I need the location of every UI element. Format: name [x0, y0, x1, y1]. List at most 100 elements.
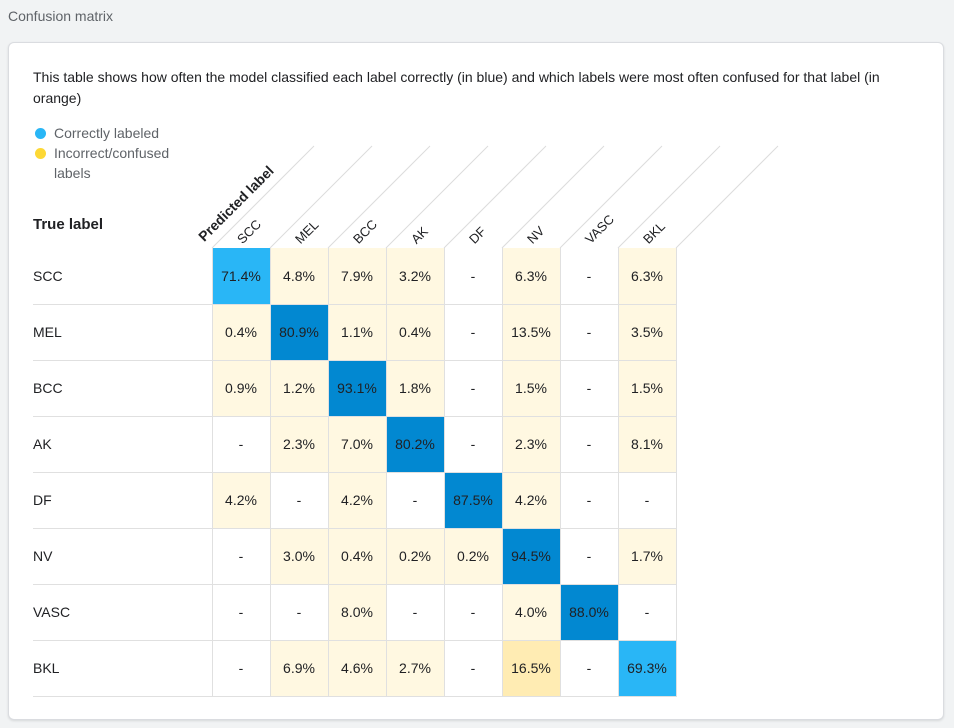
row-label: AK	[33, 416, 212, 473]
header-divider-line	[443, 145, 547, 249]
matrix-cell: 2.3%	[269, 416, 329, 473]
matrix-cell: -	[211, 416, 271, 473]
matrix-cell: 1.2%	[269, 360, 329, 417]
legend-correct-label: Correctly labeled	[54, 125, 160, 141]
matrix-cell: -	[385, 584, 445, 641]
header-divider-line	[269, 145, 373, 249]
matrix-cell: -	[443, 248, 503, 305]
row-label: VASC	[33, 584, 212, 641]
matrix-row: BCC 0.9% 1.2% 93.1% 1.8% -1.5% -1.5%	[33, 360, 677, 417]
matrix-cell: 69.3%	[617, 640, 677, 697]
matrix-cell: 4.6%	[327, 640, 387, 697]
matrix-cell: 94.5%	[501, 528, 561, 585]
row-label: NV	[33, 528, 212, 585]
matrix-cell: 0.2%	[443, 528, 503, 585]
matrix-cell: 7.9%	[327, 248, 387, 305]
yellow-dot-icon	[35, 148, 46, 159]
row-label: BCC	[33, 360, 212, 417]
matrix-row: BKL -6.9% 4.6% 2.7% -16.5% -69.3%	[33, 640, 677, 697]
matrix-cell: 8.1%	[617, 416, 677, 473]
matrix-cell: -	[559, 304, 619, 361]
matrix-row: AK -2.3% 7.0% 80.2% -2.3% -8.1%	[33, 416, 677, 473]
matrix-cell: 1.8%	[385, 360, 445, 417]
matrix-cell: 0.4%	[327, 528, 387, 585]
matrix-cell: 4.2%	[211, 472, 271, 529]
matrix-cell: 1.7%	[617, 528, 677, 585]
matrix-cell: -	[385, 472, 445, 529]
confusion-matrix-card: This table shows how often the model cla…	[8, 42, 944, 720]
matrix-cell: -	[443, 640, 503, 697]
matrix-cell: -	[269, 584, 329, 641]
matrix-row: SCC 71.4% 4.8% 7.9% 3.2% -6.3% -6.3%	[33, 248, 677, 305]
true-label-header: True label	[33, 216, 104, 233]
matrix-cell: 6.3%	[617, 248, 677, 305]
matrix-cell: -	[617, 472, 677, 529]
row-label: SCC	[33, 248, 212, 305]
confusion-matrix-table: SCC 71.4% 4.8% 7.9% 3.2% -6.3% -6.3% MEL 0.4% 80.…	[33, 248, 677, 697]
matrix-cell: 8.0%	[327, 584, 387, 641]
section-title: Confusion matrix	[8, 8, 114, 24]
header-divider-line	[501, 145, 605, 249]
matrix-cell: -	[559, 640, 619, 697]
blue-dot-icon	[35, 128, 46, 139]
matrix-cell: 2.3%	[501, 416, 561, 473]
matrix-cell: 6.9%	[269, 640, 329, 697]
matrix-cell: 4.0%	[501, 584, 561, 641]
matrix-cell: 88.0%	[559, 584, 619, 641]
matrix-cell: 4.2%	[501, 472, 561, 529]
matrix-cell: 80.2%	[385, 416, 445, 473]
legend-correct: Correctly labeled	[33, 123, 194, 143]
matrix-cell: 1.5%	[501, 360, 561, 417]
matrix-cell: -	[211, 528, 271, 585]
matrix-cell: -	[443, 360, 503, 417]
matrix-cell: -	[443, 304, 503, 361]
header-divider-line	[211, 145, 315, 249]
matrix-cell: -	[443, 584, 503, 641]
matrix-cell: 0.4%	[211, 304, 271, 361]
matrix-cell: 3.2%	[385, 248, 445, 305]
matrix-cell: 1.1%	[327, 304, 387, 361]
row-label: DF	[33, 472, 212, 529]
matrix-cell: 80.9%	[269, 304, 329, 361]
matrix-cell: -	[559, 360, 619, 417]
matrix-cell: -	[559, 416, 619, 473]
matrix-cell: 16.5%	[501, 640, 561, 697]
matrix-cell: 3.0%	[269, 528, 329, 585]
matrix-cell: -	[559, 248, 619, 305]
row-label: MEL	[33, 304, 212, 361]
legend-incorrect: Incorrect/confused labels	[33, 143, 194, 183]
matrix-cell: 1.5%	[617, 360, 677, 417]
header-divider-line	[559, 145, 663, 249]
matrix-cell: 93.1%	[327, 360, 387, 417]
matrix-row: VASC - -8.0% - -4.0% 88.0% -	[33, 584, 677, 641]
matrix-row: NV -3.0% 0.4% 0.2% 0.2% 94.5% -1.7%	[33, 528, 677, 585]
matrix-row: MEL 0.4% 80.9% 1.1% 0.4% -13.5% -3.5%	[33, 304, 677, 361]
matrix-cell: 3.5%	[617, 304, 677, 361]
matrix-cell: 4.8%	[269, 248, 329, 305]
matrix-cell: -	[211, 640, 271, 697]
matrix-row: DF 4.2% -4.2% -87.5% 4.2% - -	[33, 472, 677, 529]
matrix-cell: 71.4%	[211, 248, 271, 305]
matrix-cell: -	[559, 472, 619, 529]
matrix-cell: 0.2%	[385, 528, 445, 585]
matrix-cell: 6.3%	[501, 248, 561, 305]
matrix-cell: 0.9%	[211, 360, 271, 417]
description: This table shows how often the model cla…	[33, 69, 880, 106]
matrix-cell: 87.5%	[443, 472, 503, 529]
header-divider-line	[617, 145, 721, 249]
matrix-cell: -	[269, 472, 329, 529]
matrix-cell: 13.5%	[501, 304, 561, 361]
matrix-cell: 4.2%	[327, 472, 387, 529]
header-divider-line	[385, 145, 489, 249]
matrix-cell: 2.7%	[385, 640, 445, 697]
matrix-cell: -	[617, 584, 677, 641]
header-diagonal-lines	[211, 145, 779, 249]
matrix-cell: 0.4%	[385, 304, 445, 361]
row-label: BKL	[33, 640, 212, 697]
header-divider-line	[327, 145, 431, 249]
matrix-cell: -	[559, 528, 619, 585]
header-divider-line	[675, 145, 779, 249]
matrix-cell: 7.0%	[327, 416, 387, 473]
legend: Correctly labeled Incorrect/confused lab…	[33, 123, 194, 183]
legend-incorrect-label: Incorrect/confused labels	[54, 145, 170, 181]
